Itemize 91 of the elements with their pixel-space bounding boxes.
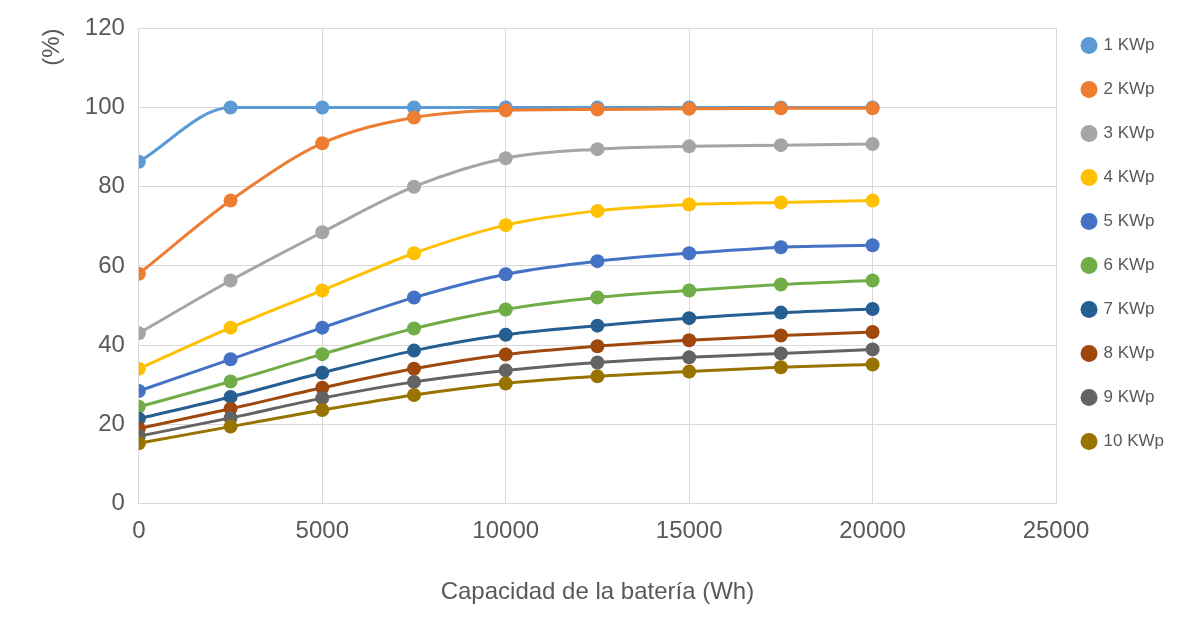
- y-axis-title: (%): [37, 28, 65, 66]
- point: [590, 290, 605, 305]
- y-tick-label: 120: [84, 13, 125, 41]
- point: [498, 363, 513, 378]
- point: [865, 302, 880, 317]
- point: [865, 136, 880, 151]
- point: [223, 374, 238, 389]
- point: [315, 136, 330, 151]
- point: [773, 195, 788, 210]
- y-tick-label: 100: [84, 92, 125, 120]
- point: [407, 387, 421, 402]
- point: [865, 342, 880, 357]
- point: [223, 320, 238, 335]
- y-tick-label: 20: [98, 408, 125, 436]
- point: [498, 218, 513, 233]
- point: [315, 391, 330, 406]
- point: [407, 343, 421, 358]
- point: [223, 100, 238, 115]
- legend-label: 8 KWp: [1103, 343, 1155, 363]
- x-tick-label: 20000: [839, 516, 906, 544]
- y-tick-label: 0: [111, 488, 125, 516]
- x-tick-label: 25000: [1022, 516, 1090, 544]
- point: [315, 347, 330, 362]
- point: [590, 339, 605, 354]
- point: [682, 197, 697, 212]
- point: [590, 355, 605, 370]
- point: [773, 277, 788, 292]
- y-tick-label: 60: [98, 250, 125, 278]
- legend-label: 10 KWp: [1103, 431, 1165, 451]
- point: [498, 327, 513, 342]
- point: [315, 100, 330, 115]
- point: [315, 283, 330, 298]
- legend-label: 6 KWp: [1103, 255, 1155, 275]
- x-tick-label: 0: [132, 516, 146, 544]
- legend-label: 9 KWp: [1103, 387, 1155, 407]
- point: [498, 151, 513, 166]
- point: [590, 203, 605, 218]
- point: [498, 302, 513, 317]
- legend-label: 5 KWp: [1103, 211, 1155, 231]
- point: [682, 364, 697, 379]
- point: [773, 346, 788, 361]
- point: [223, 352, 238, 367]
- x-tick-label: 10000: [472, 516, 540, 544]
- point: [590, 254, 605, 269]
- point: [223, 193, 238, 208]
- point: [407, 110, 421, 125]
- point: [407, 290, 421, 305]
- point: [223, 419, 238, 434]
- point: [498, 267, 513, 282]
- point: [773, 240, 788, 255]
- y-tick-label: 80: [98, 171, 125, 199]
- point: [773, 328, 788, 343]
- point: [590, 142, 605, 157]
- point: [223, 273, 238, 288]
- x-axis-title: Capacidad de la batería (Wh): [440, 577, 755, 605]
- point: [590, 369, 605, 384]
- point: [865, 325, 880, 339]
- point: [773, 305, 788, 320]
- point: [315, 225, 330, 240]
- legend-label: 1 KWp: [1103, 35, 1155, 55]
- point: [865, 273, 880, 288]
- point: [865, 238, 880, 253]
- point: [773, 138, 788, 153]
- legend-label: 7 KWp: [1103, 299, 1155, 319]
- x-tick-label: 15000: [655, 516, 723, 544]
- point: [682, 333, 697, 348]
- point: [315, 320, 330, 335]
- point: [498, 347, 513, 362]
- point: [682, 311, 697, 326]
- legend-label: 2 KWp: [1103, 79, 1155, 99]
- point: [865, 357, 880, 372]
- y-tick-label: 40: [98, 329, 125, 357]
- legend-label: 4 KWp: [1103, 167, 1155, 187]
- point: [223, 389, 238, 404]
- point: [407, 179, 421, 194]
- point: [407, 374, 421, 389]
- point: [682, 350, 697, 365]
- point: [315, 402, 330, 417]
- x-tick-label: 5000: [295, 516, 349, 544]
- point: [773, 360, 788, 375]
- point: [407, 361, 421, 376]
- point: [407, 246, 421, 261]
- point: [590, 318, 605, 333]
- point: [682, 283, 697, 298]
- point: [498, 376, 513, 391]
- point: [682, 246, 697, 261]
- point: [407, 321, 421, 336]
- point: [682, 139, 697, 154]
- point: [315, 365, 330, 380]
- legend-label: 3 KWp: [1103, 123, 1155, 143]
- point: [865, 193, 880, 208]
